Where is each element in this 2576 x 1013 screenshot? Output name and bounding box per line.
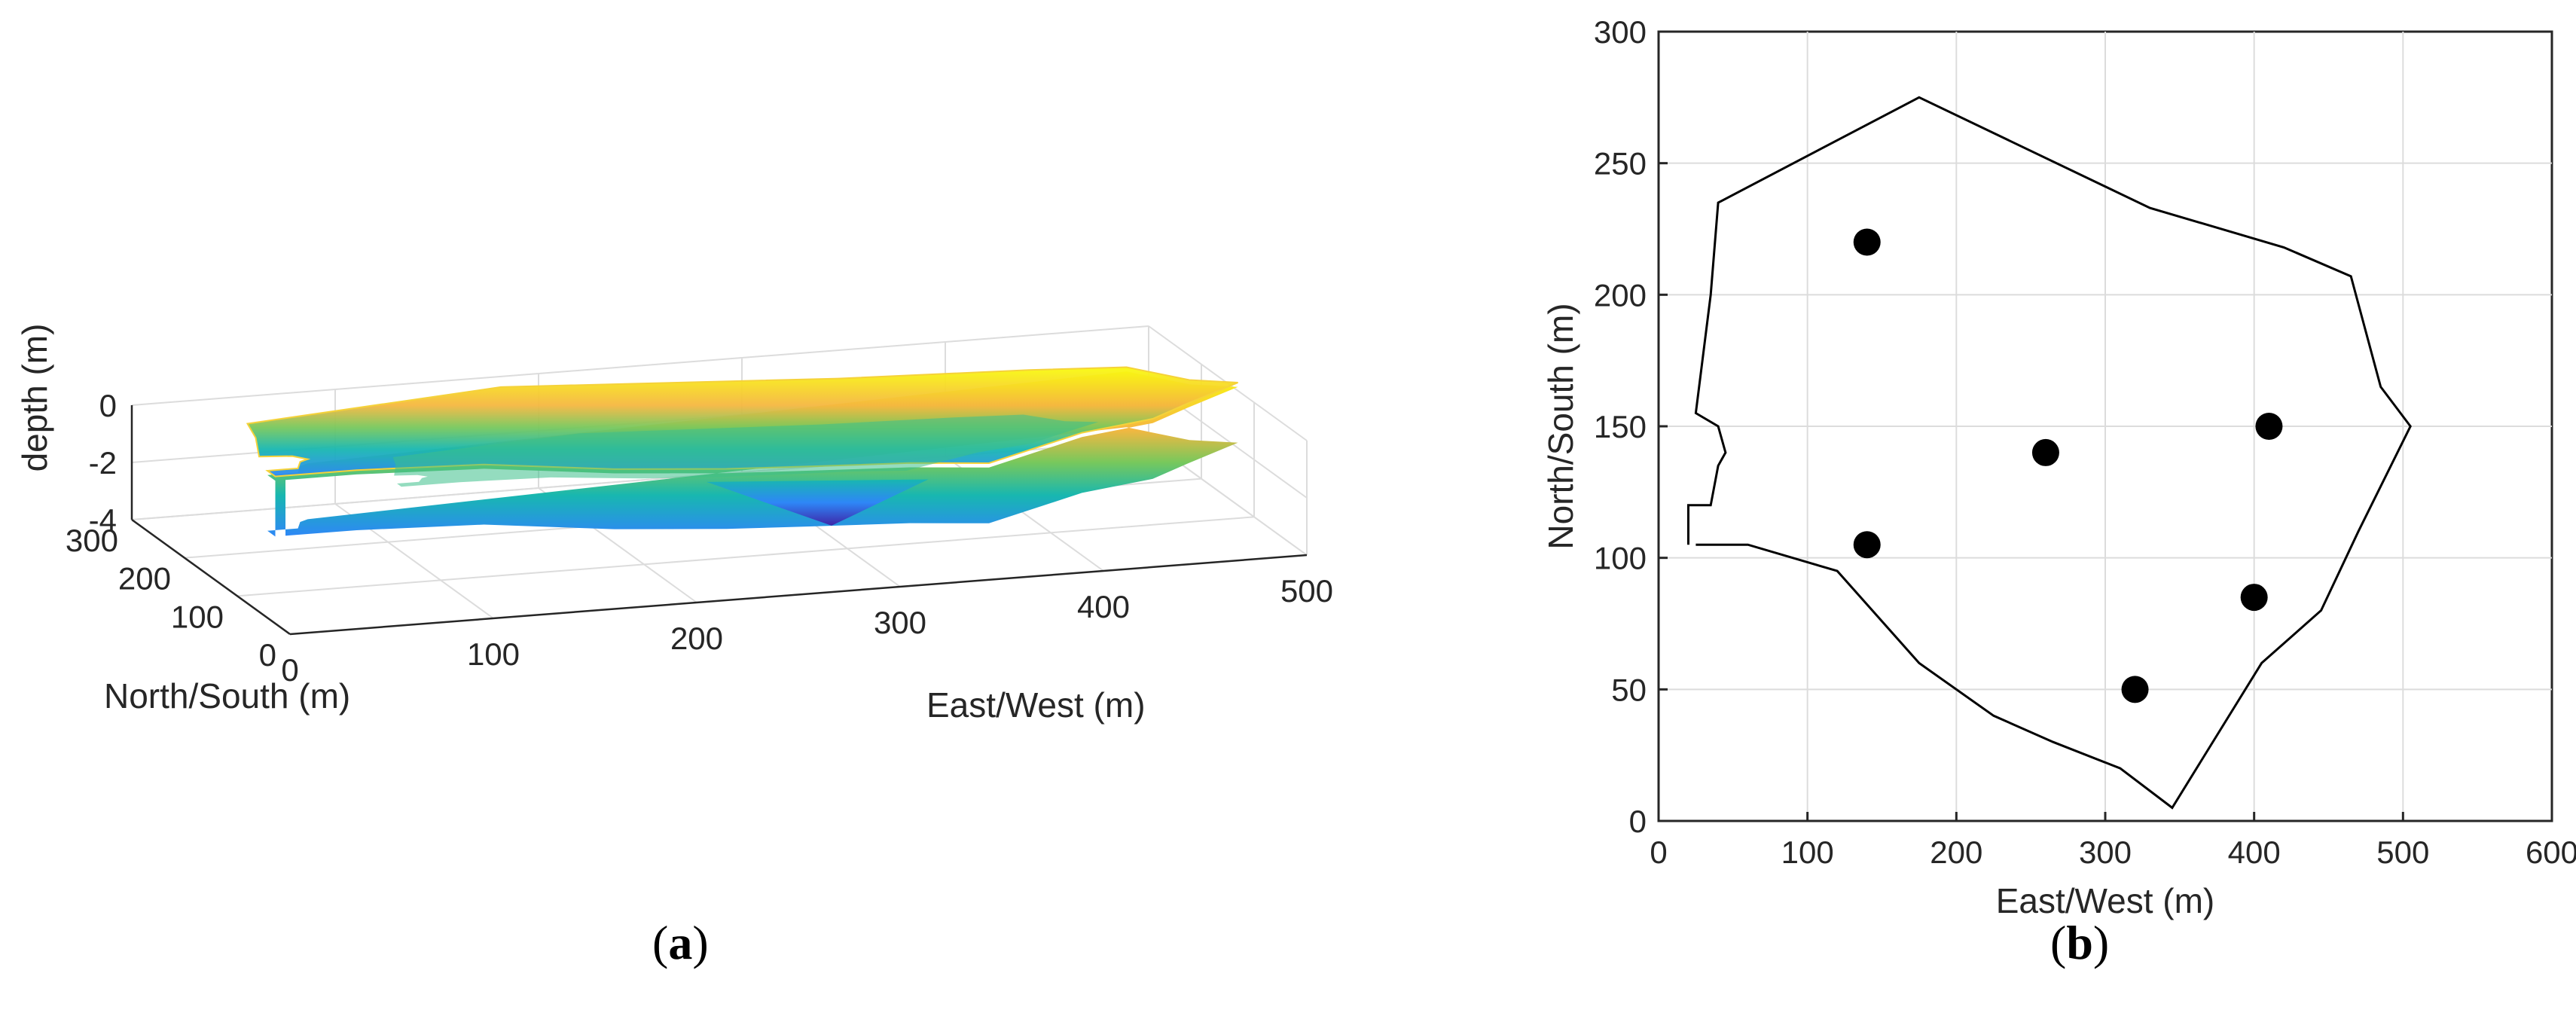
chart-b-scatter: 0 100 200 300 400 500 600 0 50 100 150 200 250 300 Ea… — [1541, 14, 2576, 920]
chart-b-x-tick-label: 100 — [1781, 835, 1834, 870]
chart-a-y-tick-label: 200 — [118, 561, 171, 597]
chart-a-y-tick-label: 300 — [66, 523, 118, 558]
chart-b-point — [2255, 413, 2283, 440]
chart-a-x-axis-label: East/West (m) — [926, 685, 1146, 725]
chart-b-y-tick-label: 250 — [1594, 146, 1647, 182]
chart-a-y-axis — [131, 518, 291, 636]
chart-b-x-tick-label: 400 — [2228, 835, 2281, 870]
chart-b-points — [1853, 228, 2283, 703]
panel-a-caption: (a) — [652, 916, 709, 969]
chart-a-z-axis-label: depth (m) — [15, 324, 54, 472]
chart-a-x-tick-label: 400 — [1077, 589, 1130, 624]
chart-a-backwall-gridline-z — [131, 325, 1149, 406]
chart-b-x-tick-label: 500 — [2376, 835, 2429, 870]
panel-b-letter: b — [2066, 916, 2093, 969]
chart-a-x-tick-label: 300 — [874, 605, 926, 640]
chart-b-y-tick-label: 50 — [1611, 672, 1647, 707]
chart-b-y-tick-label: 300 — [1594, 14, 1647, 50]
chart-a-floor-gridline-y — [237, 516, 1255, 597]
chart-a-y-tick-label: 0 — [259, 637, 276, 673]
chart-b-point — [2121, 676, 2149, 703]
chart-b-y-tick-label: 200 — [1594, 277, 1647, 313]
chart-b-tick-labels: 0 100 200 300 400 500 600 0 50 100 150 200 250 300 — [1594, 14, 2576, 870]
chart-a-surface-inner-floor — [392, 414, 1099, 487]
chart-a-x-tick-label: 0 — [281, 652, 298, 688]
chart-a-z-tick-label: 0 — [99, 388, 117, 423]
chart-a-x-tick-label: 500 — [1280, 573, 1333, 609]
chart-b-point — [1853, 531, 1881, 559]
chart-b-point — [2240, 584, 2268, 612]
chart-b-boundary-line — [1687, 96, 2412, 810]
chart-a-x-tick-label: 200 — [670, 621, 723, 656]
chart-b-y-tick-label: 150 — [1594, 409, 1647, 444]
chart-b-x-axis-label: East/West (m) — [1996, 881, 2215, 920]
chart-b-x-tick-label: 200 — [1930, 835, 1982, 870]
chart-b-y-tick-label: 100 — [1594, 541, 1647, 576]
chart-a-y-tick-label: 100 — [171, 599, 224, 634]
chart-a-surface-deep-pit — [707, 479, 929, 526]
chart-b-x-tick-label: 300 — [2079, 835, 2132, 870]
chart-a-z-tick-label: -2 — [89, 445, 117, 481]
chart-a-z-tick-label: -4 — [89, 502, 117, 538]
panel-b-caption: (b) — [2050, 916, 2110, 969]
chart-b-point — [1853, 228, 1881, 256]
chart-b-grid — [1657, 30, 2553, 822]
chart-b-y-tick-label: 0 — [1629, 804, 1647, 839]
chart-b-x-tick-label: 0 — [1650, 835, 1667, 870]
chart-a-x-axis — [289, 554, 1308, 636]
chart-b-y-axis-label: North/South (m) — [1541, 303, 1580, 549]
chart-b-point — [2031, 438, 2059, 466]
chart-a-surface — [246, 366, 1238, 537]
chart-a-x-tick-label: 100 — [467, 636, 520, 672]
panel-a-letter: a — [668, 916, 693, 969]
chart-b-x-tick-label: 600 — [2526, 835, 2576, 870]
chart-a-y-axis-label: North/South (m) — [104, 676, 350, 716]
